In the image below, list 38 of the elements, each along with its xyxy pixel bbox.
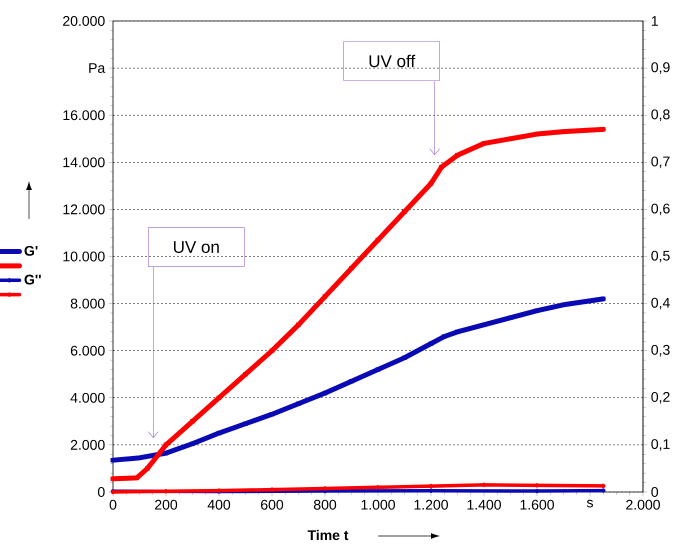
y2-tick-label: 0,5 <box>651 250 670 262</box>
x-axis-title: Time t <box>308 530 348 540</box>
y2-tick-label: 0,3 <box>651 344 670 356</box>
x-tick-label: 1.400 <box>468 500 501 510</box>
y-tick-label: 10.000 <box>63 252 105 262</box>
y-tick-label: 8.000 <box>70 298 105 309</box>
x-tick-label: 800 <box>314 500 336 510</box>
x-tick-label: 1.600 <box>520 500 554 510</box>
y2-tick-label: 0,8 <box>651 109 670 121</box>
x-tick-label: s <box>586 500 593 508</box>
x-tick-label: 1.200 <box>414 500 448 510</box>
x-tick-label: 200 <box>155 500 178 510</box>
y-tick-label: 2.000 <box>70 440 105 450</box>
y-tick-label: Pa <box>89 63 106 73</box>
x-tick-label: 400 <box>208 500 230 510</box>
annotation: UV on <box>174 241 219 253</box>
y2-tick-label: 0,2 <box>651 392 670 404</box>
x-tick-label: 2.000 <box>626 500 660 510</box>
y-tick-label: 4.000 <box>70 392 105 403</box>
legend-label: G'' <box>24 274 41 285</box>
x-tick-label: 1.000 <box>362 500 395 510</box>
y-tick-label: 0 <box>98 487 105 497</box>
x-tick-label: 0 <box>110 500 116 510</box>
x-tick-label: 600 <box>261 500 284 510</box>
legend-label: G' <box>24 246 38 256</box>
y2-tick-label: 0,1 <box>651 439 670 451</box>
y2-tick-label: 0,9 <box>651 62 670 74</box>
y-tick-label: 16.000 <box>63 110 105 120</box>
y2-tick-label: 0,7 <box>651 156 670 168</box>
y2-tick-label: 1 <box>652 16 658 26</box>
y-tick-label: 6.000 <box>70 346 105 356</box>
y-tick-label: 14.000 <box>63 157 105 168</box>
y2-tick-label: 0 <box>651 487 658 497</box>
y2-tick-label: 0,4 <box>651 298 670 310</box>
y2-tick-label: 0,6 <box>651 204 670 216</box>
y-tick-label: 12.000 <box>63 204 105 214</box>
y-tick-label: 20.000 <box>63 16 105 26</box>
annotation: UV off <box>370 54 416 68</box>
